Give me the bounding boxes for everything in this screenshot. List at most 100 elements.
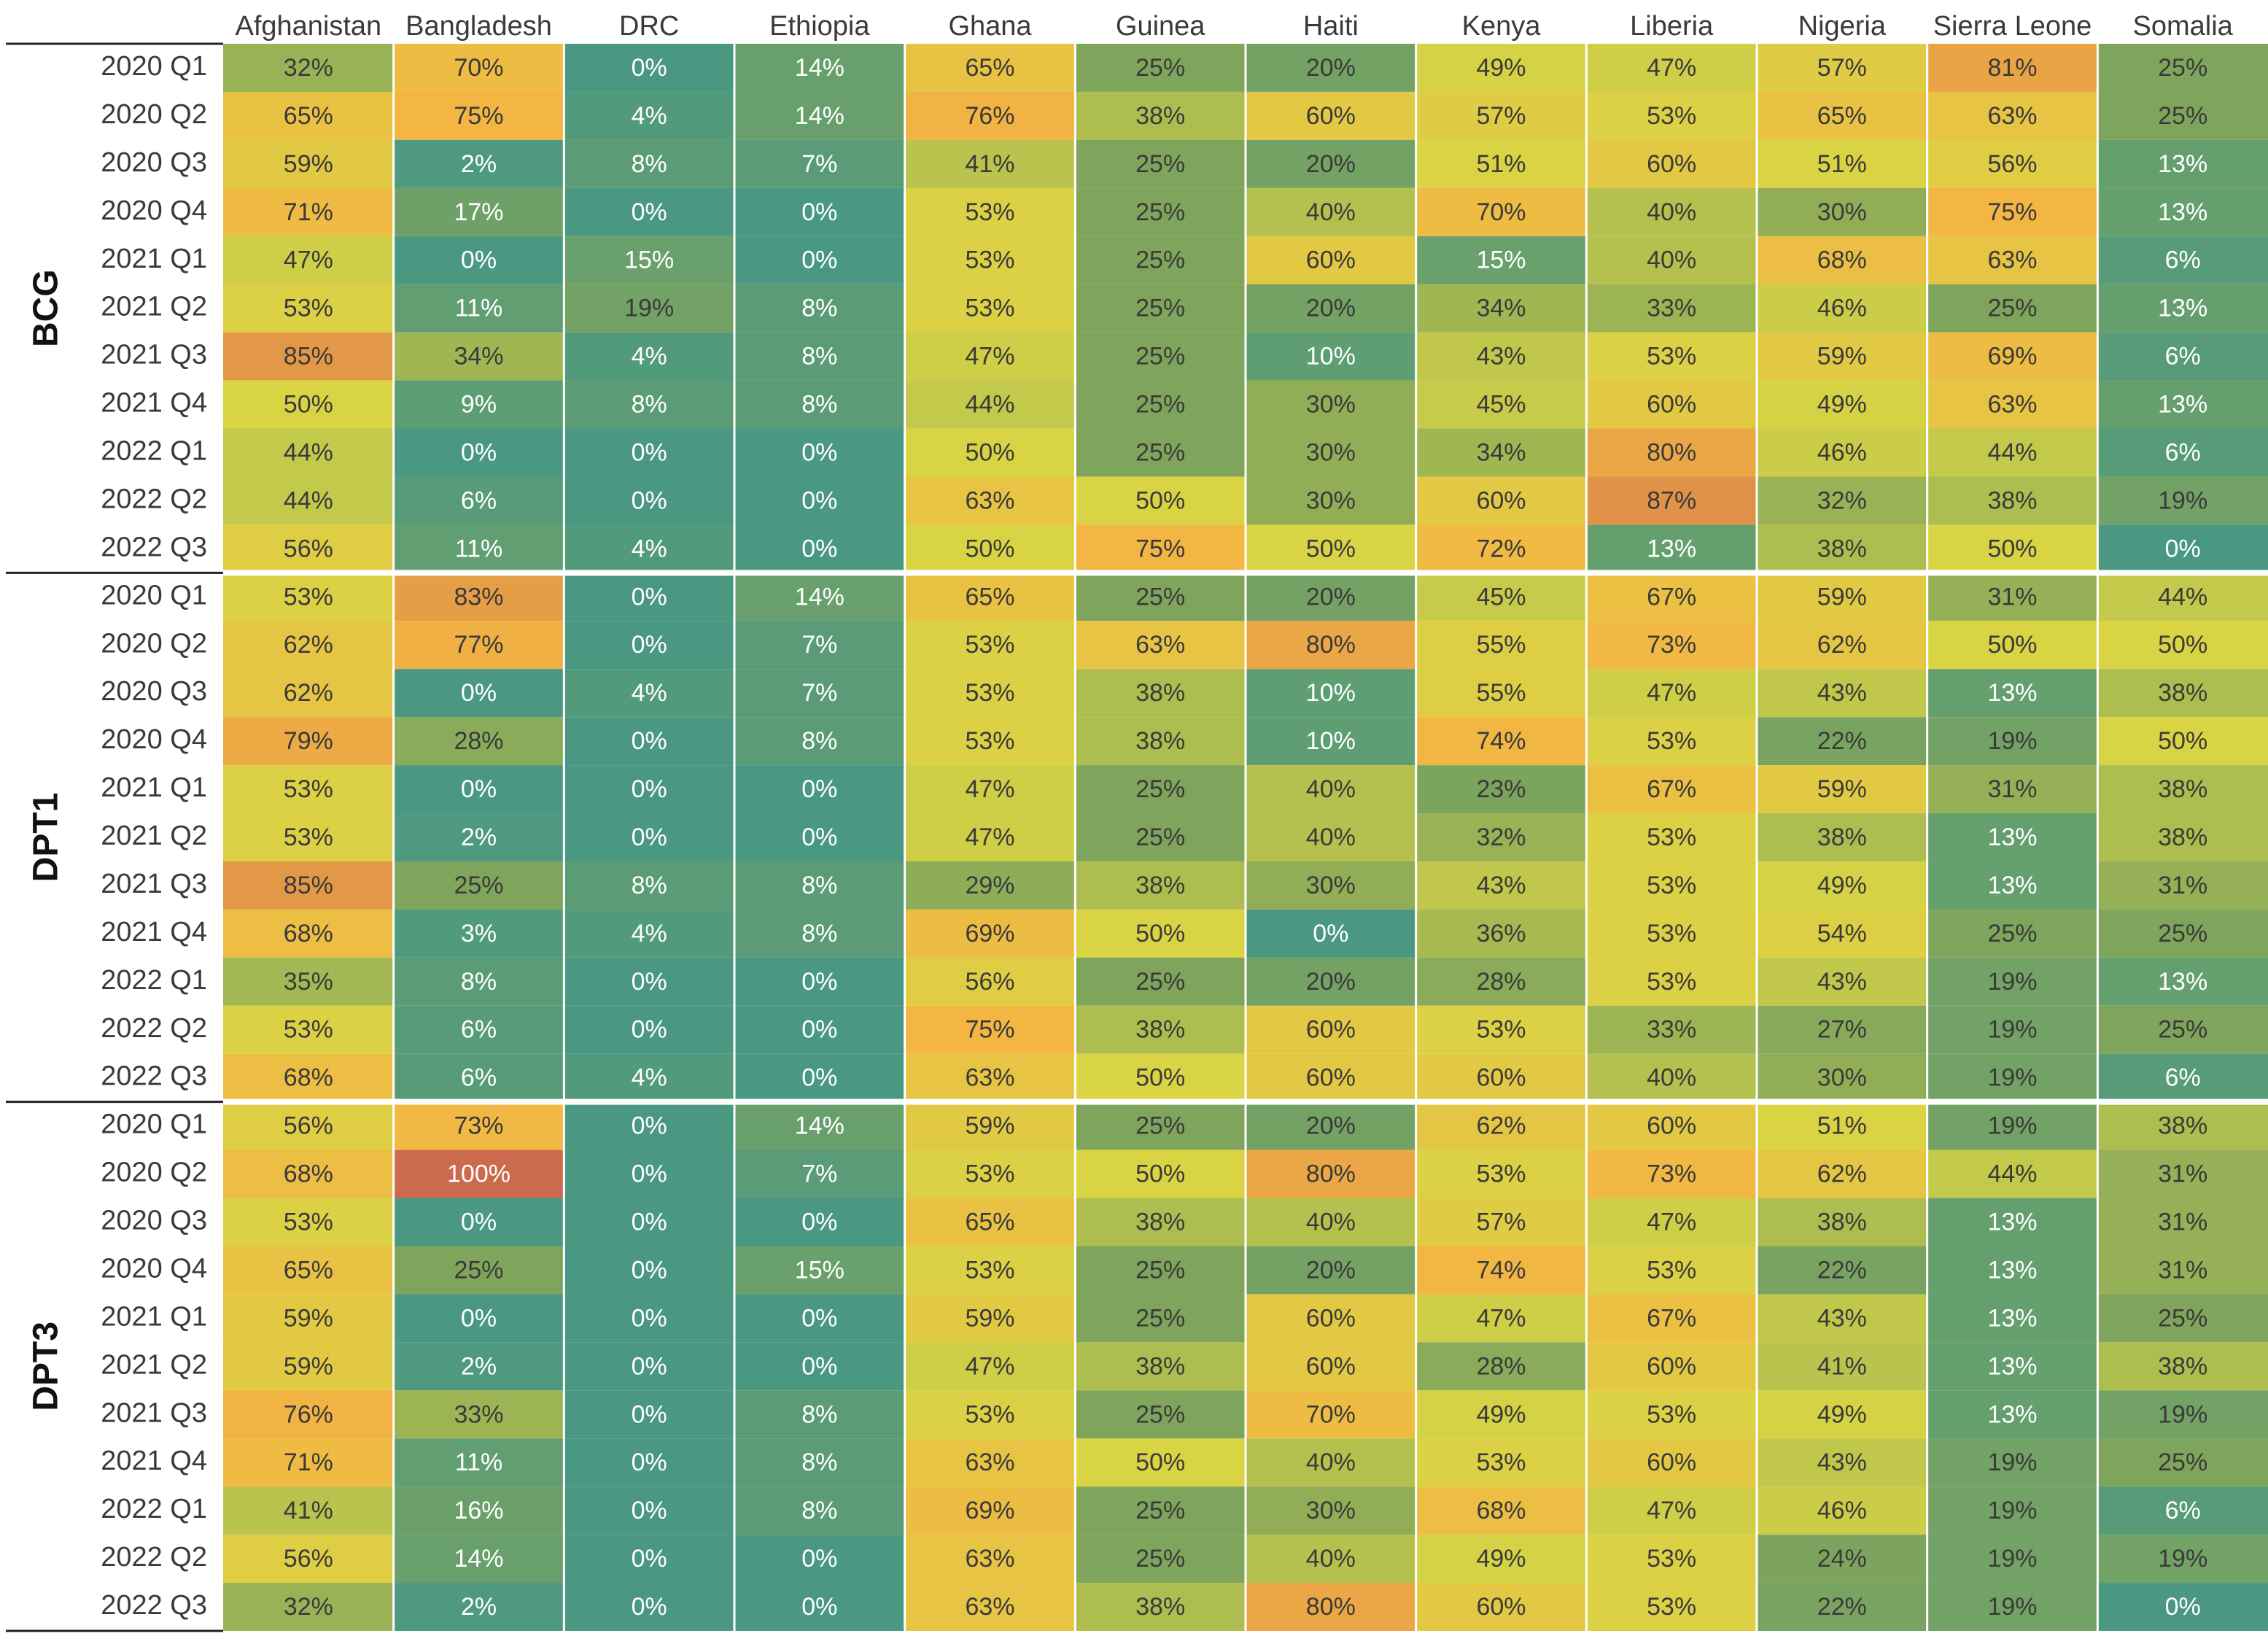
- cell-value-label: 53%: [965, 198, 1014, 226]
- cell-value-label: 53%: [1647, 1400, 1696, 1428]
- heatmap-cell: [1927, 861, 2098, 910]
- cell-value-label: 59%: [284, 1304, 333, 1332]
- cell-value-label: 2%: [461, 150, 497, 178]
- cell-value-label: 20%: [1306, 968, 1356, 996]
- heatmap-cell: [223, 476, 394, 525]
- heatmap-cell: [564, 1390, 734, 1439]
- heatmap-cell: [1927, 1053, 2098, 1102]
- cell-value-label: 56%: [284, 1545, 333, 1573]
- cell-value-label: 47%: [965, 343, 1014, 371]
- cell-value-label: 40%: [1306, 1449, 1356, 1476]
- cell-value-label: 13%: [1987, 823, 2037, 851]
- cell-value-label: 0%: [632, 823, 667, 851]
- cell-value-label: 15%: [1476, 247, 1526, 274]
- cell-value-label: 38%: [2158, 775, 2207, 803]
- heatmap-cell: [1927, 909, 2098, 958]
- heatmap-cell: [2097, 332, 2268, 381]
- cell-value-label: 0%: [461, 438, 497, 466]
- cell-value-label: 0%: [632, 1449, 667, 1476]
- cell-value-label: 19%: [1987, 1064, 2037, 1092]
- cell-value-label: 50%: [965, 438, 1014, 466]
- cell-value-label: 50%: [1135, 486, 1185, 514]
- heatmap-cell: [734, 1150, 905, 1198]
- heatmap-cell: [1075, 621, 1246, 670]
- heatmap-cell: [1075, 428, 1246, 477]
- column-header: Ethiopia: [769, 11, 870, 42]
- heatmap-cell: [1586, 44, 1757, 92]
- heatmap-cell: [904, 428, 1076, 477]
- cell-value-label: 10%: [1306, 679, 1356, 707]
- row-label: 2020 Q2: [101, 628, 207, 659]
- cell-value-label: 19%: [2158, 1400, 2207, 1428]
- cell-value-label: 0%: [2165, 1593, 2201, 1621]
- heatmap-cell: [1075, 380, 1246, 429]
- vaccine-group-label: BCG: [27, 269, 66, 347]
- cell-value-label: 50%: [1135, 1160, 1185, 1188]
- heatmap-cell: [1246, 813, 1416, 861]
- cell-value-label: 53%: [965, 295, 1014, 322]
- heatmap-cell: [564, 1294, 734, 1343]
- heatmap-cell: [734, 861, 905, 910]
- cell-value-label: 49%: [1817, 872, 1867, 899]
- row-label: 2020 Q4: [101, 724, 207, 755]
- cell-value-label: 47%: [1647, 1208, 1696, 1236]
- cell-value-label: 7%: [801, 679, 837, 707]
- cell-value-label: 53%: [965, 1256, 1014, 1284]
- cell-value-label: 0%: [632, 583, 667, 610]
- heatmap-cell: [564, 1342, 734, 1391]
- cell-value-label: 50%: [1135, 1449, 1185, 1476]
- heatmap-cell: [1246, 1390, 1416, 1439]
- cell-value-label: 53%: [1647, 1593, 1696, 1621]
- cell-value-label: 32%: [1817, 486, 1867, 514]
- heatmap-cell: [904, 1246, 1076, 1295]
- row-label: 2021 Q3: [101, 869, 207, 899]
- heatmap-cell: [1927, 1198, 2098, 1247]
- cell-value-label: 0%: [632, 1304, 667, 1332]
- heatmap-cell: [1075, 909, 1246, 958]
- heatmap-cell: [564, 909, 734, 958]
- heatmap-cell: [1415, 957, 1587, 1006]
- cell-value-label: 100%: [447, 1160, 510, 1188]
- heatmap-cell: [2097, 861, 2268, 910]
- heatmap-cell: [1075, 524, 1246, 573]
- heatmap-cell: [1246, 476, 1416, 525]
- heatmap-cell: [1757, 1342, 1927, 1391]
- cell-value-label: 16%: [454, 1497, 503, 1524]
- heatmap-cell: [1927, 1005, 2098, 1054]
- heatmap-cell: [1927, 1150, 2098, 1198]
- cell-value-label: 81%: [1987, 54, 2037, 82]
- heatmap-cell: [393, 1438, 564, 1487]
- cell-value-label: 57%: [1476, 1208, 1526, 1236]
- cell-value-label: 60%: [1306, 1064, 1356, 1092]
- cell-value-label: 0%: [461, 1208, 497, 1236]
- cell-value-label: 0%: [632, 486, 667, 514]
- heatmap-cell: [1586, 765, 1757, 814]
- column-header: Afghanistan: [235, 11, 381, 42]
- column-header: Kenya: [1462, 11, 1542, 42]
- heatmap-cell: [1586, 332, 1757, 381]
- heatmap-cell: [1415, 524, 1587, 573]
- heatmap-cell: [1927, 813, 2098, 861]
- heatmap-cell: [1415, 1150, 1587, 1198]
- cell-value-label: 53%: [1647, 920, 1696, 947]
- heatmap-cell: [393, 621, 564, 670]
- row-label: 2020 Q1: [101, 1109, 207, 1140]
- heatmap-cell: [1927, 428, 2098, 477]
- cell-value-label: 60%: [1306, 1352, 1356, 1380]
- cell-value-label: 44%: [1987, 1160, 2037, 1188]
- heatmap-cell: [223, 1390, 394, 1439]
- heatmap-cell: [2097, 1535, 2268, 1583]
- heatmap-cell: [393, 1101, 564, 1150]
- cell-value-label: 59%: [284, 1352, 333, 1380]
- cell-value-label: 8%: [801, 1449, 837, 1476]
- heatmap-cell: [1757, 284, 1927, 333]
- heatmap-cell: [1927, 1390, 2098, 1439]
- heatmap-cell: [2097, 139, 2268, 188]
- cell-value-label: 38%: [1135, 1593, 1185, 1621]
- cell-value-label: 47%: [1647, 1497, 1696, 1524]
- cell-value-label: 47%: [965, 775, 1014, 803]
- cell-value-label: 47%: [965, 823, 1014, 851]
- cell-value-label: 19%: [1987, 727, 2037, 755]
- heatmap-cell: [1927, 573, 2098, 621]
- cell-value-label: 19%: [1987, 1449, 2037, 1476]
